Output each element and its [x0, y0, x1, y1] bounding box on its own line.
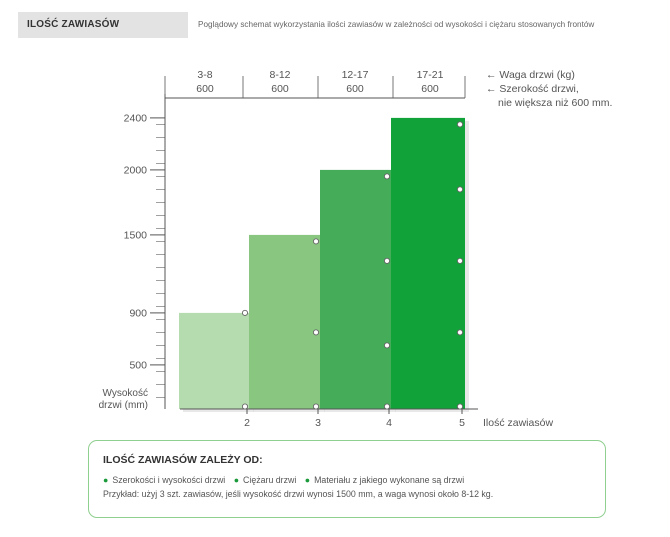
bar-2-hinges — [179, 312, 250, 409]
hinge-marker — [456, 121, 464, 128]
weight-label: 3-8 — [197, 69, 212, 81]
y-axis-label: Wysokość — [103, 388, 148, 399]
bar-5-hinges — [391, 117, 465, 410]
y-tick-label: 900 — [129, 307, 147, 319]
info-box: ILOŚĆ ZAWIASÓW ZALEŻY OD: ● Szerokości i … — [88, 440, 606, 518]
hinge-marker — [456, 257, 464, 264]
hinge-marker — [241, 403, 249, 410]
info-box-bullets: ● Szerokości i wysokości drzwi ● Ciężaru d… — [103, 475, 464, 485]
x-tick-label: 3 — [315, 417, 321, 429]
hinge-marker — [383, 173, 391, 180]
hinge-marker — [456, 186, 464, 193]
y-tick-label: 2000 — [124, 164, 148, 176]
bar-3-hinges — [249, 234, 321, 409]
hinge-marker — [312, 238, 320, 245]
hinge-marker — [312, 329, 320, 336]
info-box-title: ILOŚĆ ZAWIASÓW ZALEŻY OD: — [103, 454, 263, 466]
x-tick-label: 2 — [244, 417, 250, 429]
hinge-marker — [241, 309, 249, 316]
legend-width: ← Szerokość drzwi, — [486, 83, 579, 95]
hinge-marker — [312, 403, 320, 410]
bar-4-hinges — [320, 169, 392, 409]
bullet-icon: ● — [304, 475, 311, 485]
hinge-marker — [456, 403, 464, 410]
weight-label: 12-17 — [342, 69, 369, 81]
legend-weight: ← Waga drzwi (kg) — [486, 69, 575, 81]
section-title: ILOŚĆ ZAWIASÓW — [27, 19, 120, 30]
y-tick-label: 2400 — [124, 112, 148, 124]
x-tick-label: 4 — [386, 417, 392, 429]
bullet-item: Szerokości i wysokości drzwi — [112, 475, 226, 485]
hinge-marker — [383, 257, 391, 264]
header-bar — [18, 12, 188, 38]
bullet-icon: ● — [103, 475, 109, 485]
width-label: 600 — [346, 83, 364, 95]
hinge-marker — [383, 403, 391, 410]
width-label: 600 — [271, 83, 289, 95]
width-label: 600 — [196, 83, 214, 95]
x-tick-label: 5 — [459, 417, 465, 429]
y-tick-label: 500 — [129, 359, 147, 371]
bullet-item: Materiału z jakiego wykonane są drzwi — [314, 475, 465, 485]
section-description: Poglądowy schemat wykorzystania ilości z… — [198, 20, 595, 29]
info-box-example: Przykład: użyj 3 szt. zawiasów, jeśli wy… — [103, 489, 494, 499]
x-axis-label: Ilość zawiasów — [483, 417, 553, 429]
hinge-marker — [383, 342, 391, 349]
y-tick-label: 1500 — [124, 229, 148, 241]
hinge-marker — [456, 329, 464, 336]
bullet-icon: ● — [233, 475, 240, 485]
y-axis-label: drzwi (mm) — [99, 400, 148, 411]
width-label: 600 — [421, 83, 439, 95]
bullet-item: Ciężaru drzwi — [243, 475, 297, 485]
weight-label: 17-21 — [417, 69, 444, 81]
weight-label: 8-12 — [269, 69, 290, 81]
legend-width-note: nie większa niż 600 mm. — [498, 97, 612, 109]
